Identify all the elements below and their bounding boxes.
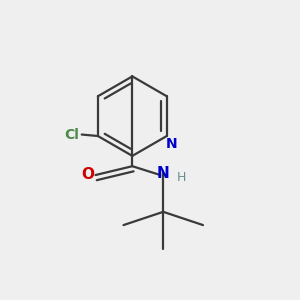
Text: H: H <box>177 171 186 184</box>
Text: O: O <box>81 167 94 182</box>
Text: N: N <box>165 137 177 151</box>
Text: Cl: Cl <box>64 128 79 142</box>
Text: N: N <box>157 166 169 181</box>
